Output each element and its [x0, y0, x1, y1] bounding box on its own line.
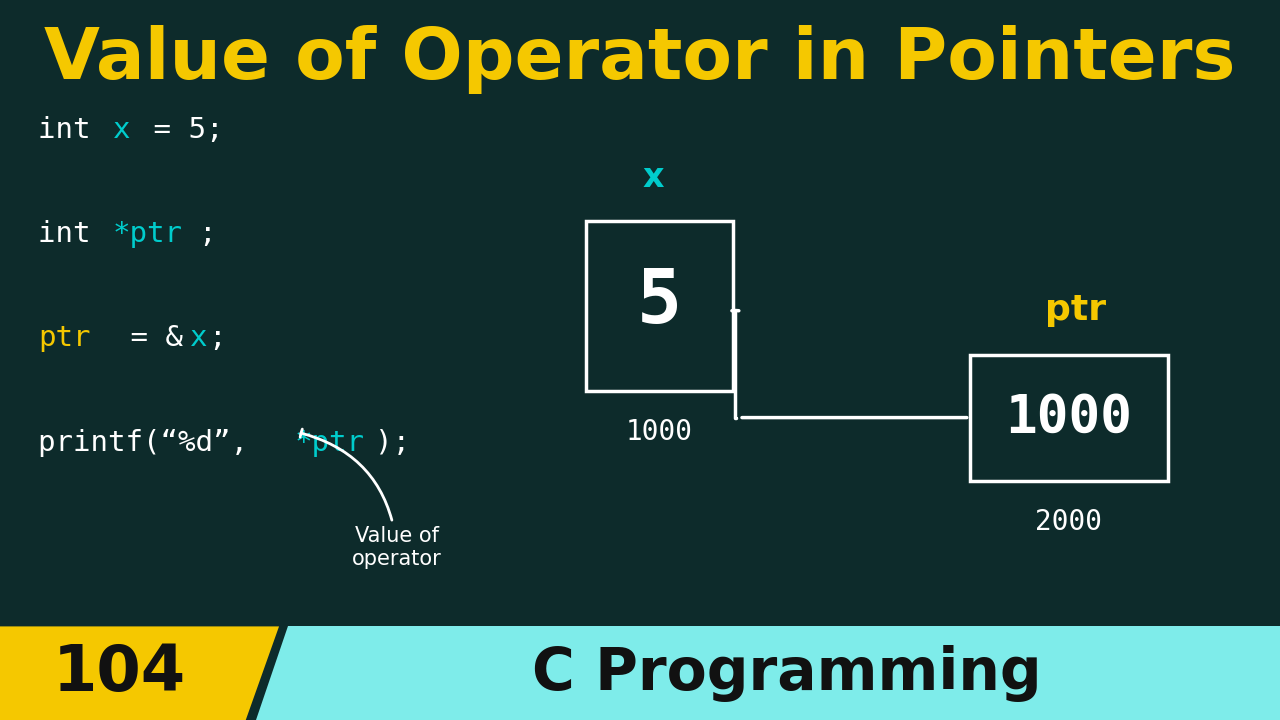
Text: int: int — [38, 220, 109, 248]
Text: ;: ; — [209, 325, 227, 352]
Polygon shape — [0, 626, 279, 720]
Text: int: int — [38, 116, 109, 143]
Text: = 5;: = 5; — [136, 116, 223, 143]
Text: *ptr: *ptr — [294, 429, 365, 456]
Text: x: x — [643, 161, 663, 194]
Text: ;: ; — [198, 220, 216, 248]
Text: 5: 5 — [636, 266, 682, 339]
Text: );: ); — [375, 429, 410, 456]
Text: ptr: ptr — [38, 325, 91, 352]
Bar — [586, 222, 732, 390]
Text: x: x — [189, 325, 207, 352]
Text: Value of Operator in Pointers: Value of Operator in Pointers — [45, 25, 1235, 94]
Text: x: x — [113, 116, 131, 143]
Text: 1000: 1000 — [626, 418, 692, 446]
Text: C Programming: C Programming — [532, 644, 1042, 702]
Bar — [970, 354, 1169, 481]
Text: ptr: ptr — [1044, 293, 1106, 327]
Polygon shape — [256, 626, 1280, 720]
Text: 2000: 2000 — [1036, 508, 1102, 536]
Text: = &: = & — [113, 325, 183, 352]
Text: Value of
operator: Value of operator — [300, 429, 442, 569]
Text: printf(“%d”,: printf(“%d”, — [38, 429, 266, 456]
Text: 1000: 1000 — [1005, 392, 1133, 444]
Text: 104: 104 — [52, 642, 186, 704]
Text: *ptr: *ptr — [113, 220, 183, 248]
